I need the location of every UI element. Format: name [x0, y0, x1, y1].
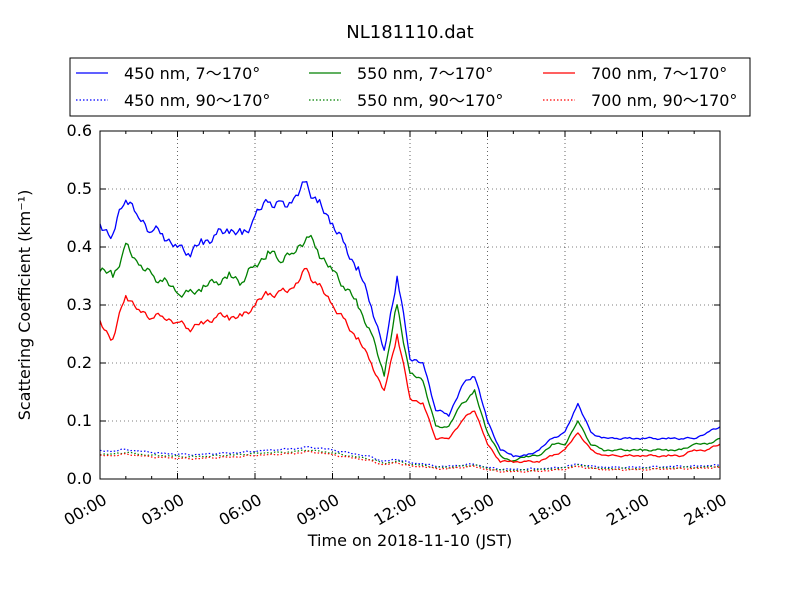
x-tick-label: 09:00 — [293, 490, 342, 530]
chart-title: NL181110.dat — [346, 22, 473, 43]
y-axis: 0.0 0.1 0.2 0.3 0.4 0.5 0.6 — [67, 121, 720, 488]
legend-label: 700 nm, 7～170° — [591, 64, 727, 83]
y-axis-label: Scattering Coefficient (km⁻¹) — [15, 190, 34, 421]
x-tick-label: 06:00 — [216, 490, 265, 530]
x-tick-label: 24:00 — [681, 490, 730, 530]
legend: 450 nm, 7～170° 450 nm, 90～170° 550 nm, 7～1… — [69, 57, 751, 117]
series-layer — [99, 181, 721, 473]
series-line — [99, 181, 721, 458]
y-tick-label: 0.3 — [67, 295, 92, 314]
grid — [100, 131, 720, 479]
y-tick-label: 0.6 — [67, 121, 92, 140]
x-tick-label: 00:00 — [61, 490, 110, 530]
legend-label: 700 nm, 90～170° — [591, 91, 737, 110]
x-axis-label: Time on 2018-11-10 (JST) — [307, 531, 512, 550]
y-tick-label: 0.1 — [67, 411, 92, 430]
legend-box — [69, 57, 751, 117]
series-line — [99, 234, 721, 463]
legend-label: 550 nm, 7～170° — [357, 64, 493, 83]
x-tick-label: 18:00 — [526, 490, 575, 530]
y-tick-label: 0.5 — [67, 179, 92, 198]
y-tick-label: 0.0 — [67, 469, 92, 488]
legend-label: 450 nm, 90～170° — [124, 91, 270, 110]
y-tick-label: 0.2 — [67, 353, 92, 372]
legend-label: 450 nm, 7～170° — [124, 64, 260, 83]
series-line — [99, 267, 721, 464]
x-tick-label: 12:00 — [371, 490, 420, 530]
legend-label: 550 nm, 90～170° — [357, 91, 503, 110]
series-line — [99, 449, 721, 472]
x-tick-label: 21:00 — [603, 490, 652, 530]
x-tick-label: 03:00 — [138, 490, 187, 530]
x-tick-label: 15:00 — [448, 490, 497, 530]
y-tick-label: 0.4 — [67, 237, 92, 256]
